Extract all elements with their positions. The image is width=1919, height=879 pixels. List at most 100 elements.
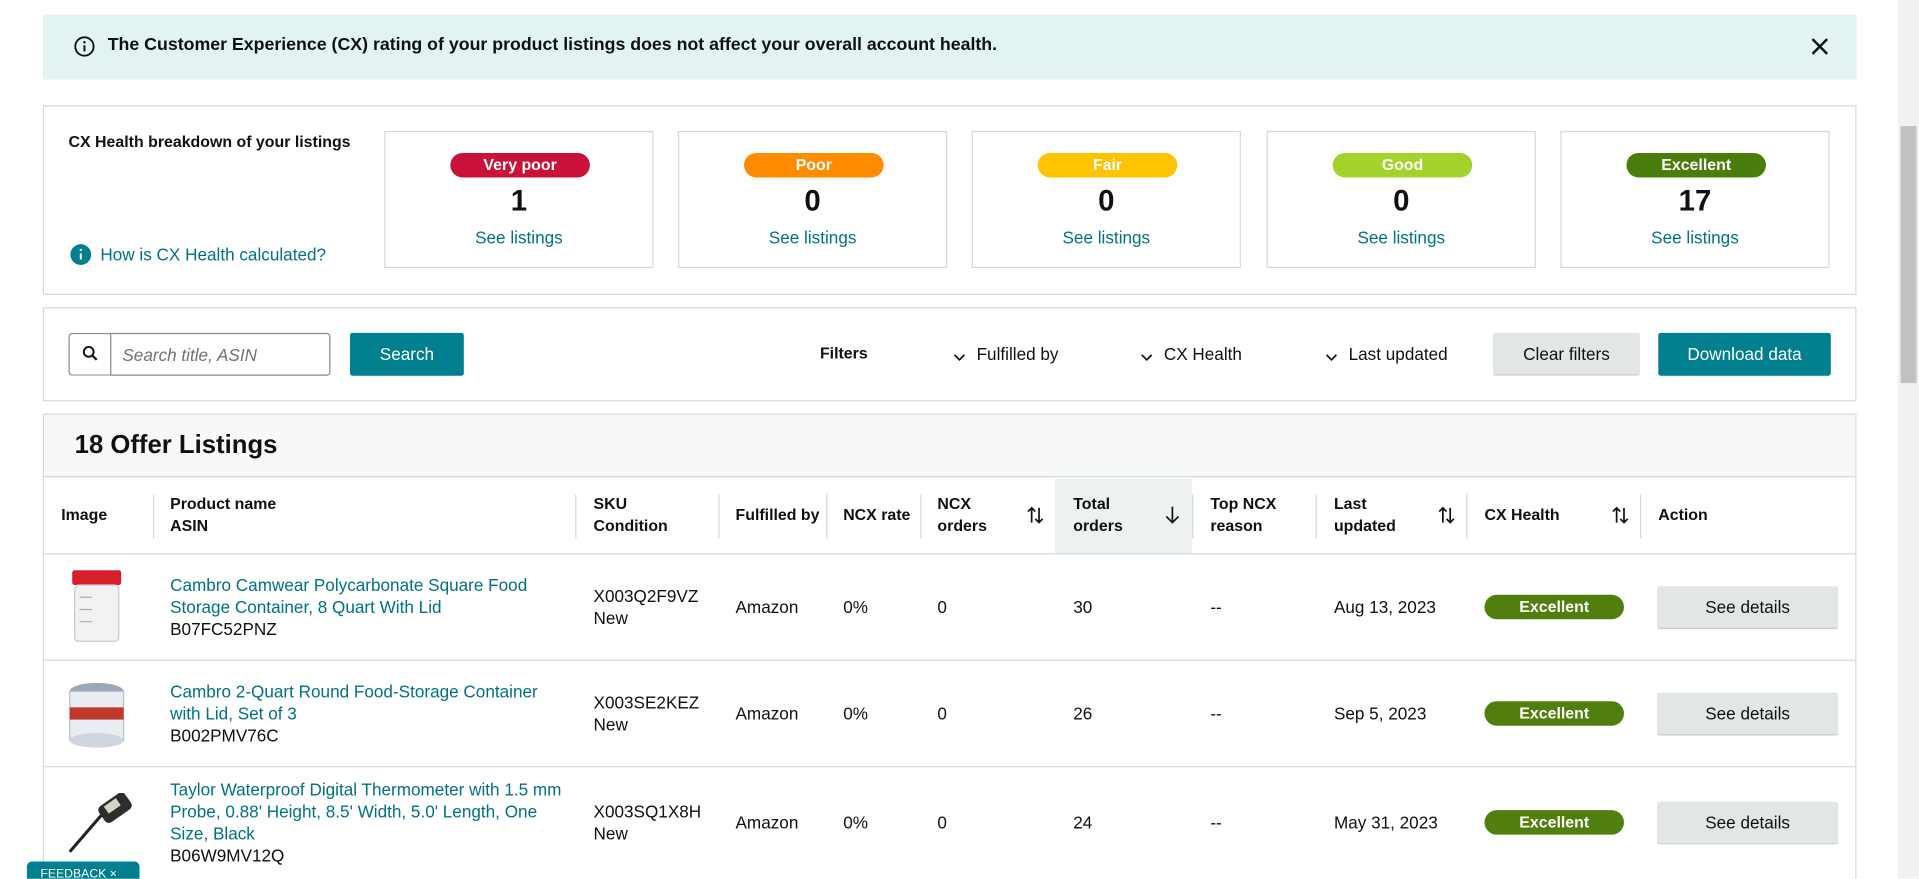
- asin: B07FC52PNZ: [170, 618, 277, 639]
- column-separator: [1639, 494, 1642, 539]
- see-listings-link[interactable]: See listings: [475, 227, 563, 248]
- last-updated-cell: May 31, 2023: [1334, 766, 1456, 879]
- search-icon: [82, 345, 98, 361]
- column-header: NCX: [937, 494, 972, 513]
- column-header: Product name: [170, 494, 277, 513]
- sort-desc-icon-svg: [1165, 506, 1180, 524]
- health-card: Fair 0 See listings: [971, 130, 1241, 269]
- health-count: 17: [1678, 184, 1712, 218]
- see-details-button[interactable]: See details: [1657, 801, 1839, 845]
- see-details-button[interactable]: See details: [1657, 692, 1839, 735]
- see-listings-link[interactable]: See listings: [1357, 227, 1446, 248]
- product-image: [68, 793, 132, 853]
- column-header: Total: [1073, 494, 1111, 513]
- top-ncx-reason-cell: --: [1210, 553, 1332, 659]
- ncx-orders-cell: 0: [937, 766, 1059, 879]
- product-name-link[interactable]: Cambro 2-Quart Round Food-Storage Contai…: [170, 681, 538, 723]
- filter-dropdown[interactable]: CX Health: [1163, 343, 1242, 364]
- column-header: CX Health: [1484, 505, 1560, 524]
- top-ncx-reason: --: [1210, 812, 1222, 833]
- column-header: Last: [1333, 494, 1367, 513]
- download-button[interactable]: Download data: [1658, 332, 1831, 376]
- product-name-link[interactable]: Cambro Camwear Polycarbonate Square Food…: [170, 574, 528, 617]
- asin: B002PMV76C: [170, 725, 279, 745]
- health-pill: Good: [1332, 152, 1473, 178]
- scrollbar-thumb[interactable]: [1900, 126, 1917, 384]
- last-updated-cell: Aug 13, 2023: [1334, 553, 1456, 659]
- filter-dropdown[interactable]: Last updated: [1348, 343, 1448, 364]
- sort-icon-svg: [1438, 506, 1455, 524]
- ncx-rate-cell: 0%: [843, 766, 965, 879]
- close-button[interactable]: [1811, 38, 1828, 55]
- row-divider: [44, 766, 1856, 768]
- listings-header: [44, 414, 1856, 478]
- fulfilled-by-cell: Amazon: [736, 660, 858, 766]
- top-ncx-reason: --: [1210, 596, 1222, 617]
- health-pill: Excellent: [1626, 152, 1766, 178]
- column-header: NCX rate: [843, 505, 911, 524]
- sku: X003Q2F9VZ: [593, 585, 699, 606]
- chevron-icon: [1139, 348, 1154, 370]
- search-input[interactable]: Search title, ASIN: [110, 332, 331, 376]
- breakdown-panel: [42, 105, 1857, 295]
- filters-label: Filters: [819, 343, 868, 363]
- sku-cell: X003SE2KEZ New: [594, 660, 716, 766]
- health-card: Poor 0 See listings: [677, 130, 948, 269]
- column-header: Fulfilled by: [735, 505, 820, 524]
- sku: X003SE2KEZ: [593, 692, 700, 712]
- search-icon-box: [68, 332, 112, 376]
- top-ncx-reason-cell: --: [1210, 766, 1332, 879]
- banner-text: The Customer Experience (CX) rating of y…: [107, 35, 998, 56]
- sort-icon-svg: [1612, 506, 1629, 524]
- see-listings-link[interactable]: See listings: [1062, 227, 1151, 248]
- column-separator: [718, 494, 720, 539]
- ncx-orders-cell: 0: [937, 553, 1059, 659]
- sku-cell: X003SQ1X8H New: [594, 766, 716, 879]
- ncx-orders: 0: [937, 812, 947, 833]
- column-separator: [152, 494, 155, 539]
- clear-filters-button[interactable]: Clear filters: [1493, 332, 1640, 376]
- total-orders-cell: 30: [1073, 553, 1195, 659]
- column-separator: [1315, 494, 1317, 539]
- help-link[interactable]: How is CX Health calculated?: [100, 244, 327, 265]
- asin: B06W9MV12Q: [170, 845, 285, 866]
- breakdown-title: CX Health breakdown of your listings: [68, 132, 351, 151]
- cx-health-badge: Excellent: [1484, 810, 1624, 835]
- feedback-label: FEEDBACK: [40, 867, 107, 879]
- sort-desc-icon: [1164, 505, 1181, 531]
- column-header: Top NCX: [1210, 494, 1277, 513]
- sku-cell: X003Q2F9VZ New: [594, 553, 716, 659]
- column-header: orders: [1073, 516, 1123, 535]
- health-card: Very poor 1 See listings: [384, 130, 654, 269]
- chevron-icon-svg: [1325, 354, 1337, 362]
- filter-dropdown[interactable]: Fulfilled by: [976, 343, 1059, 364]
- column-separator: [1466, 494, 1468, 539]
- see-details-button[interactable]: See details: [1657, 585, 1839, 629]
- sorted-column-highlight: [1054, 478, 1192, 554]
- product-name-link[interactable]: Taylor Waterproof Digital Thermometer wi…: [170, 779, 562, 844]
- search-button[interactable]: Search: [350, 332, 464, 376]
- chevron-icon: [1324, 348, 1339, 370]
- ncx-orders: 0: [937, 703, 947, 723]
- see-listings-link[interactable]: See listings: [1651, 227, 1739, 248]
- total-orders-cell: 26: [1073, 660, 1195, 766]
- info-banner: The Customer Experience (CX) rating of y…: [42, 14, 1857, 80]
- ncx-orders-cell: 0: [937, 660, 1059, 766]
- product-image: [72, 570, 122, 642]
- help-icon: [70, 244, 92, 265]
- column-separator: [575, 494, 577, 539]
- sku: X003SQ1X8H: [593, 801, 702, 822]
- column-header: reason: [1210, 516, 1263, 535]
- see-listings-link[interactable]: See listings: [768, 227, 857, 248]
- info-icon: [74, 36, 95, 57]
- ncx-orders: 0: [937, 596, 947, 617]
- ncx-rate: 0%: [843, 596, 868, 617]
- chevron-icon: [952, 348, 967, 370]
- column-header: ASIN: [170, 516, 209, 535]
- last-updated: Sep 5, 2023: [1333, 703, 1427, 723]
- feedback-tab[interactable]: FEEDBACK ×: [26, 861, 140, 879]
- column-separator: [920, 494, 922, 539]
- column-header: Condition: [593, 516, 668, 535]
- column-header: Action: [1658, 505, 1708, 524]
